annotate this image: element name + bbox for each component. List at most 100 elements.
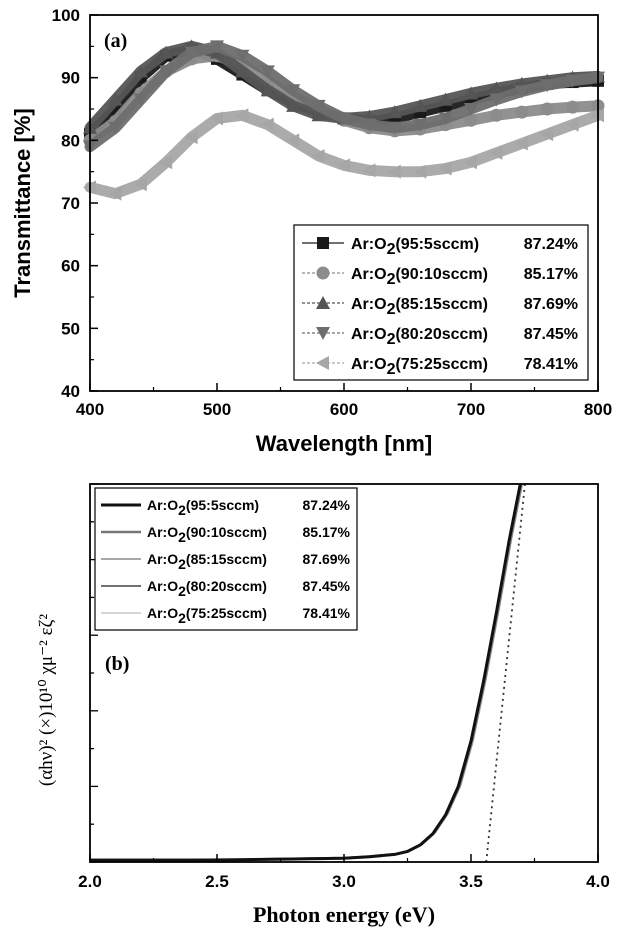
- panel-a-series-5-point: [337, 158, 350, 173]
- panel-a-series-3-point: [235, 64, 250, 78]
- panel-a-y-tick-label: 70: [61, 194, 80, 213]
- panel-a-series-5-point: [362, 163, 376, 178]
- panel-b-x-tick-label: 2.5: [205, 872, 229, 891]
- panel-b-legend-value: 85.17%: [303, 524, 351, 540]
- panel-a-y-tick-label: 50: [61, 319, 80, 338]
- panel-a-series-4-point: [362, 118, 377, 132]
- panel-a-series-3-point: [286, 98, 301, 112]
- panel-a-series-4-point: [210, 40, 224, 54]
- panel-a-series-3-point: [159, 45, 174, 59]
- panel-a-series-5-point: [464, 155, 477, 170]
- panel-a-series-5-point: [413, 164, 427, 179]
- panel-a-series-5-line: [84, 109, 604, 200]
- panel-b-legend-series-label: Ar:O2(85:15sccm): [147, 551, 267, 572]
- panel-b: 2.0 2.5 3.0 3.5 4.0 (b) Photon energy (eV) (…: [36, 483, 610, 927]
- panel-b-y-axis-title: (αhν)² (×)10¹⁰ χμ⁻² εζ²: [36, 614, 57, 787]
- panel-b-x-axis-title: Photon energy (eV): [253, 902, 435, 927]
- panel-a-legend-marker: [316, 327, 330, 340]
- panel-a-label: (a): [104, 30, 127, 52]
- panel-a-series-4-point: [184, 46, 199, 60]
- panel-a-legend: Ar:O2(95:5sccm) 87.24% Ar:O2(90:10sccm) 85.…: [293, 224, 589, 381]
- panel-a-series-5-point: [184, 130, 198, 145]
- panel-a-series-4-point: [235, 49, 250, 63]
- panel-a-series-5-point: [159, 155, 173, 170]
- panel-a-legend-value: 78.41%: [524, 356, 578, 373]
- panel-a-y-tick-label: 80: [61, 131, 80, 150]
- panel-a-legend-value: 87.69%: [524, 296, 578, 313]
- panel-a-x-axis-title: Wavelength [nm]: [256, 431, 432, 456]
- panel-a-series-3-point: [311, 108, 326, 122]
- panel-a-legend-series-label: Ar:O2(95:5sccm): [351, 236, 479, 258]
- panel-a-series-3-point: [413, 98, 428, 112]
- panel-a-series-5-point: [133, 177, 147, 192]
- panel-a-series-4-point: [514, 85, 529, 99]
- panel-a-series-4-point: [438, 112, 453, 126]
- panel-a-series-5-point: [489, 145, 503, 160]
- panel-a-series-5-point: [260, 117, 274, 132]
- panel-a-series-2-point: [566, 100, 580, 114]
- panel-a-legend-series-label: Ar:O2(90:10sccm): [351, 266, 488, 288]
- panel-a-series-5-point: [514, 136, 528, 151]
- panel-a-ticks: 400 500 600 700 800 40 50 60 70 80 90 100: [52, 6, 613, 419]
- panel-a-series-4-point: [108, 121, 123, 135]
- panel-a-series-5-point: [210, 111, 223, 126]
- panel-a-x-tick-label: 800: [584, 400, 612, 419]
- panel-a-series-5-point: [387, 164, 401, 179]
- panel-b-series-line: [90, 484, 522, 862]
- panel-a-series-3-point: [464, 86, 478, 100]
- panel-a-series-5-point: [540, 127, 554, 142]
- panel-b-x-tick-label: 3.5: [459, 872, 483, 891]
- panel-a-series-3-point: [133, 64, 148, 78]
- panel-a-series-4-point: [387, 121, 402, 135]
- panel-a-series-4-point: [565, 74, 580, 88]
- panel-b-legend-value: 78.41%: [303, 605, 351, 621]
- panel-a-series-4-point: [413, 118, 428, 132]
- panel-a-series-4-point: [260, 65, 275, 79]
- panel-a-series-4-point: [464, 103, 478, 116]
- panel-a-series-4-point: [311, 99, 326, 113]
- panel-a-x-tick-label: 400: [76, 400, 104, 419]
- panel-a-series-3-point: [387, 105, 402, 119]
- panel-a-x-tick-label: 700: [457, 400, 485, 419]
- panel-a-legend-series-label: Ar:O2(85:15sccm): [351, 296, 488, 318]
- panel-b-legend-series-label: Ar:O2(90:10sccm): [147, 524, 267, 545]
- panel-a-series-2-point: [540, 102, 554, 116]
- panel-b-x-tick-label: 3.0: [332, 872, 356, 891]
- panel-a-y-tick-label: 90: [61, 69, 80, 88]
- panel-b-legend: Ar:O2(95:5sccm) 87.24% Ar:O2(90:10sccm) 85.…: [94, 487, 358, 631]
- panel-b-legend-series-label: Ar:O2(95:5sccm): [147, 497, 259, 518]
- panel-a-series-4-point: [133, 93, 148, 107]
- panel-a-x-tick-label: 600: [330, 400, 358, 419]
- panel-a-legend-marker: [316, 356, 329, 370]
- panel-a-series-5-point: [565, 117, 579, 132]
- panel-a-y-tick-label: 100: [52, 6, 80, 25]
- panel-a-series-4-point: [540, 79, 555, 93]
- panel-a-data-layer: [83, 39, 605, 201]
- panel-a-legend-series-label: Ar:O2(80:20sccm): [351, 326, 488, 348]
- panel-a-x-tick-label: 500: [203, 400, 231, 419]
- panel-b-legend-value: 87.69%: [303, 551, 351, 567]
- panel-a-series-5-point: [235, 108, 249, 123]
- panel-a-series-3-point: [108, 92, 123, 106]
- panel-a-series-3-point: [438, 92, 453, 106]
- panel-a-series-4-point: [159, 65, 174, 79]
- panel-a-y-tick-label: 40: [61, 382, 80, 401]
- panel-a-legend-marker: [317, 237, 329, 249]
- panel-b-label: (b): [105, 653, 129, 675]
- panel-b-plot-area: [90, 484, 526, 862]
- panel-a-series-4-point: [286, 84, 301, 98]
- panel-a-y-tick-label: 60: [61, 257, 80, 276]
- panel-a-legend-value: 87.45%: [524, 326, 578, 343]
- panel-a-legend-value: 87.24%: [524, 236, 578, 253]
- panel-b-x-tick-label: 4.0: [586, 872, 610, 891]
- panel-a-legend-value: 85.17%: [524, 266, 578, 283]
- panel-b-x-tick-label: 2.0: [78, 872, 102, 891]
- panel-a-legend-marker: [316, 266, 330, 280]
- panel-a-series-5-point: [311, 149, 325, 163]
- panel-a-series-2-point: [464, 113, 478, 127]
- panel-b-legend-value: 87.24%: [303, 497, 351, 513]
- panel-a-series-2-point: [515, 105, 529, 119]
- panel-b-ticks: 2.0 2.5 3.0 3.5 4.0: [78, 483, 610, 891]
- panel-a-y-axis-title: Transmittance [%]: [10, 108, 35, 298]
